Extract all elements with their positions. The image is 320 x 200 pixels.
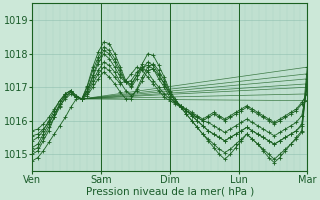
X-axis label: Pression niveau de la mer( hPa ): Pression niveau de la mer( hPa ) [86, 187, 254, 197]
